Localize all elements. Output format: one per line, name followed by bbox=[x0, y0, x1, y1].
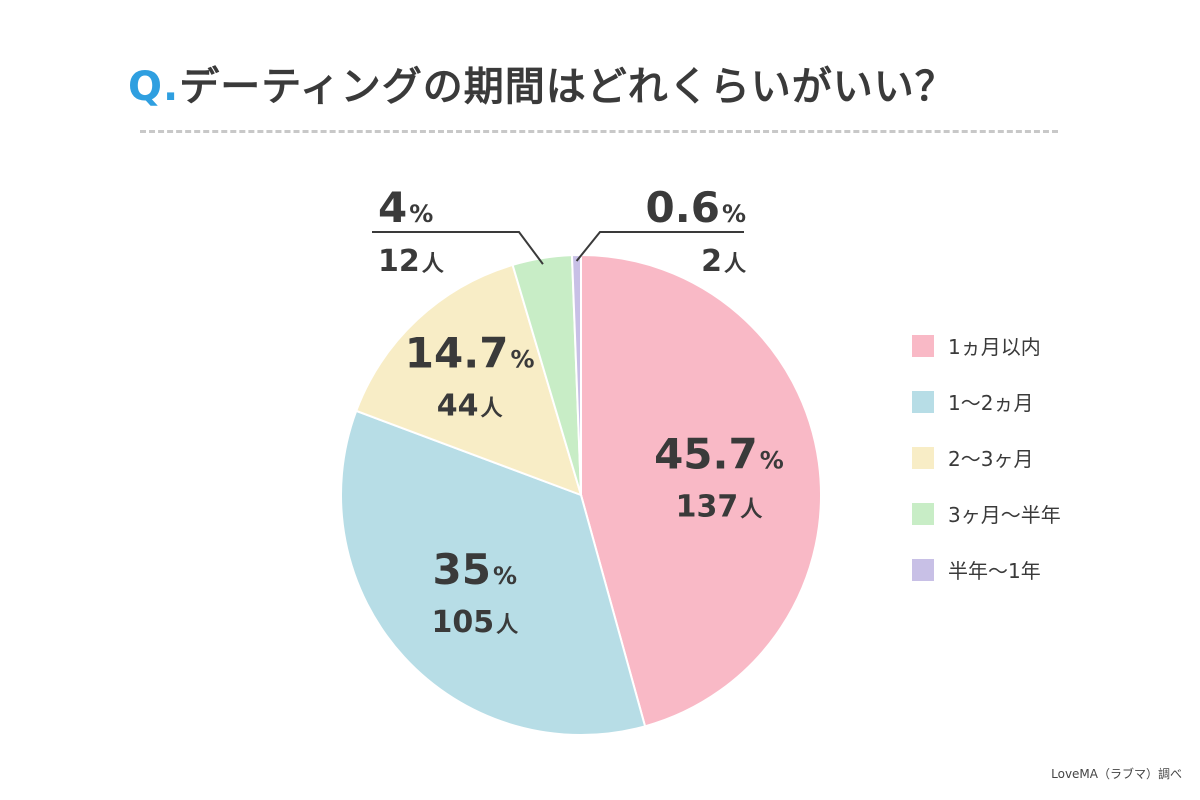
legend-swatch-4 bbox=[912, 503, 934, 525]
slice-percent-label-3: 14.7% bbox=[405, 329, 535, 378]
pie-slice-1 bbox=[580, 253, 822, 728]
chart-title: Q.デーティングの期間はどれくらいがいい？ bbox=[128, 54, 956, 112]
source-note: LoveMA（ラブマ）調べ bbox=[1051, 767, 1182, 781]
legend-swatch-3 bbox=[912, 447, 934, 469]
slice-count-label-5: 2人 bbox=[701, 244, 746, 279]
pie-slices bbox=[340, 253, 822, 736]
slice-percent-label-4: 4% bbox=[378, 183, 433, 232]
pie-slice-2 bbox=[340, 409, 647, 736]
slice-percent-label-1: 45.7% bbox=[654, 429, 784, 478]
legend-label-4: 3ヶ月〜半年 bbox=[948, 503, 1061, 527]
legend-label-1: 1ヵ月以内 bbox=[948, 335, 1041, 359]
leader-line-4 bbox=[372, 231, 544, 265]
slice-count-label-3: 44人 bbox=[437, 389, 503, 424]
legend-label-5: 半年〜1年 bbox=[948, 559, 1041, 583]
title-text: デーティングの期間はどれくらいがいい？ bbox=[179, 64, 956, 110]
slice-count-label-1: 137人 bbox=[676, 489, 763, 524]
slice-percent-label-5: 0.6% bbox=[646, 183, 746, 232]
legend-label-2: 1〜2ヵ月 bbox=[948, 391, 1033, 415]
slice-count-label-2: 105人 bbox=[431, 605, 518, 640]
slice-count-label-4: 12人 bbox=[378, 244, 444, 279]
legend-swatch-5 bbox=[912, 559, 934, 581]
leader-line-5 bbox=[575, 231, 744, 262]
leader-lines bbox=[372, 231, 744, 265]
pie-slice-3 bbox=[354, 263, 583, 497]
slice-labels: 45.7% 137人 35% 105人 14.7% 44人 4% 12人 0.6% 2人 bbox=[378, 183, 784, 640]
legend-label-3: 2〜3ヶ月 bbox=[948, 447, 1033, 471]
title-divider bbox=[140, 130, 1058, 133]
slice-percent-label-2: 35% bbox=[433, 545, 517, 594]
title-q-prefix: Q. bbox=[128, 64, 180, 110]
legend-swatch-2 bbox=[912, 391, 934, 413]
legend-swatch-1 bbox=[912, 335, 934, 357]
